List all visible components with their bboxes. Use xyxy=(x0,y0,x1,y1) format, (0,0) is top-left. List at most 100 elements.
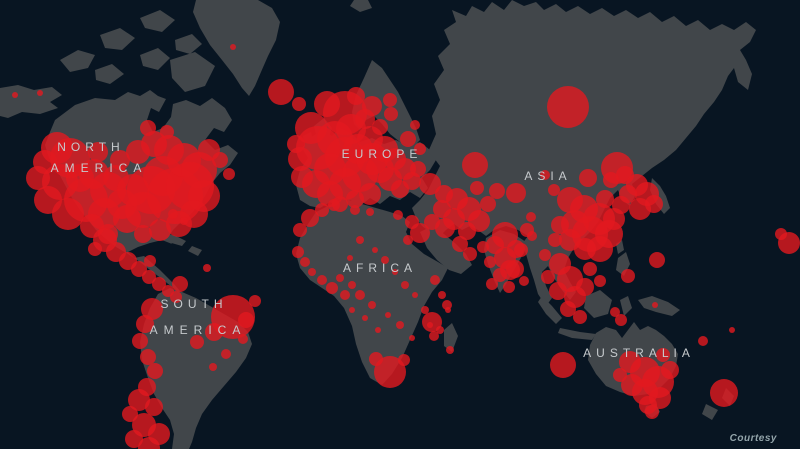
case-bubble xyxy=(291,166,313,188)
case-bubble xyxy=(190,335,204,349)
case-bubble xyxy=(594,275,606,287)
case-bubble xyxy=(374,356,406,388)
case-bubble xyxy=(549,282,567,300)
case-bubble xyxy=(292,97,306,111)
landmass-sumatra xyxy=(538,296,562,324)
case-bubble xyxy=(37,90,43,96)
case-bubble xyxy=(548,233,562,247)
case-bubble xyxy=(152,277,166,291)
case-bubble xyxy=(645,405,659,419)
landmass-arctic-island xyxy=(100,28,135,50)
case-bubble xyxy=(292,246,304,258)
case-bubble xyxy=(147,363,163,379)
landmass-asia xyxy=(412,0,756,306)
case-bubble xyxy=(656,348,670,362)
case-bubble xyxy=(126,140,150,164)
case-bubble xyxy=(336,274,344,282)
case-bubble xyxy=(268,79,294,105)
case-bubble xyxy=(621,374,643,396)
case-bubble xyxy=(249,295,261,307)
case-bubble xyxy=(583,262,597,276)
case-bubble xyxy=(369,352,383,366)
case-bubble xyxy=(438,291,446,299)
case-bubble xyxy=(287,135,305,153)
case-bubble xyxy=(372,247,378,253)
case-bubble xyxy=(401,281,409,289)
case-bubble xyxy=(446,346,454,354)
case-bubble xyxy=(221,349,231,359)
case-bubble xyxy=(775,228,787,240)
case-bubble xyxy=(442,300,452,310)
case-bubble xyxy=(160,125,174,139)
case-bubble xyxy=(458,222,476,240)
case-bubble xyxy=(560,301,576,317)
case-bubble xyxy=(209,363,217,371)
case-bubble xyxy=(548,184,560,196)
case-bubble xyxy=(661,361,679,379)
case-bubble xyxy=(383,93,397,107)
case-bubble xyxy=(212,152,228,168)
case-bubble xyxy=(526,212,536,222)
case-bubble xyxy=(506,183,526,203)
case-bubble xyxy=(349,307,355,313)
landmass-arctic-island xyxy=(140,48,170,70)
case-bubble xyxy=(140,120,156,136)
case-bubble xyxy=(347,255,353,261)
case-bubble xyxy=(477,241,489,253)
case-bubble xyxy=(424,214,440,230)
case-bubble xyxy=(355,290,365,300)
label-south-america-line1: SOUTH xyxy=(161,297,228,311)
case-bubble xyxy=(140,349,156,365)
case-bubble xyxy=(372,119,388,135)
landmass-arctic-island xyxy=(140,10,175,32)
label-australia: AUSTRALIA xyxy=(583,346,695,360)
landmass-new-guinea xyxy=(638,296,680,316)
case-bubble xyxy=(238,312,254,328)
case-bubble xyxy=(170,291,182,303)
case-bubble xyxy=(613,368,627,382)
case-bubble xyxy=(539,249,551,261)
case-bubble xyxy=(615,314,627,326)
case-bubble xyxy=(489,183,505,199)
landmass-arctic-island xyxy=(60,50,95,72)
case-bubble xyxy=(288,147,312,171)
case-bubble xyxy=(172,276,188,292)
case-bubble xyxy=(308,268,316,276)
case-bubble xyxy=(66,164,94,192)
case-bubble xyxy=(328,199,340,211)
landmass-sulawesi xyxy=(620,296,632,316)
case-bubble xyxy=(340,290,350,300)
case-bubble xyxy=(168,209,178,219)
case-bubble xyxy=(145,398,163,416)
landmass-arctic-island xyxy=(95,64,124,84)
case-bubble xyxy=(551,216,569,234)
case-bubble xyxy=(603,172,619,188)
case-bubble xyxy=(125,430,143,448)
case-bubble xyxy=(348,281,356,289)
case-bubble xyxy=(230,44,236,50)
case-bubble xyxy=(410,120,420,130)
case-bubbles-layer xyxy=(12,44,800,449)
case-bubble xyxy=(430,275,440,285)
case-bubble xyxy=(649,252,665,268)
case-bubble xyxy=(300,257,310,267)
case-bubble xyxy=(326,282,338,294)
case-bubble xyxy=(301,209,319,227)
case-bubble xyxy=(410,223,430,243)
case-bubble xyxy=(359,183,381,205)
landmass-arabia xyxy=(420,226,472,274)
case-bubble xyxy=(500,260,520,280)
case-bubble xyxy=(484,256,496,268)
label-europe: EUROPE xyxy=(342,147,423,161)
case-bubble xyxy=(527,231,537,241)
case-bubble xyxy=(26,166,50,190)
case-bubble xyxy=(238,334,248,344)
case-bubble xyxy=(621,269,635,283)
case-bubble xyxy=(362,315,368,321)
case-bubble xyxy=(579,169,597,187)
map-labels-layer: NORTH AMERICA SOUTH AMERICA EUROPE ASIA … xyxy=(51,140,695,360)
case-bubble xyxy=(132,333,148,349)
case-bubble xyxy=(384,107,398,121)
